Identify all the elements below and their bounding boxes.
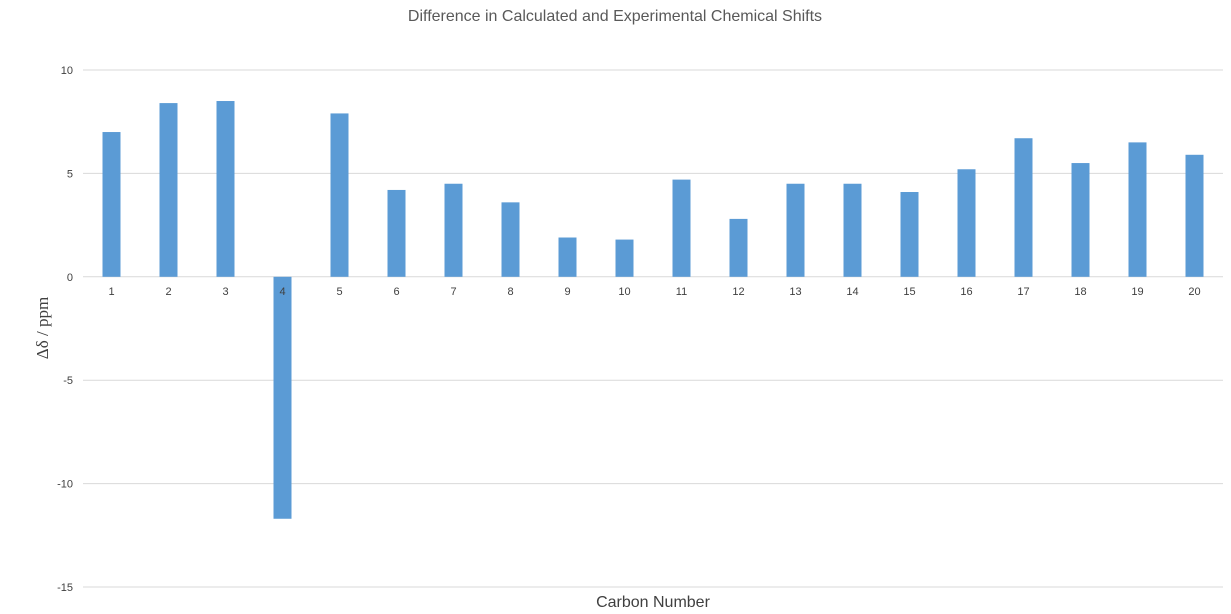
bar (1014, 138, 1033, 277)
x-tick-label: 17 (1017, 286, 1029, 298)
bar (900, 192, 919, 277)
y-axis-ticks: -15 -10 -5 0 5 10 (57, 65, 73, 594)
bars (102, 101, 1204, 519)
x-axis-title: Carbon Number (596, 594, 711, 611)
bar (786, 183, 805, 277)
bar (729, 218, 748, 277)
bar (615, 239, 634, 277)
y-axis-title: Δδ / ppm (33, 297, 52, 359)
x-tick-label: 2 (165, 286, 171, 298)
x-tick-label: 10 (618, 286, 630, 298)
x-tick-label: 3 (222, 286, 228, 298)
bar (273, 276, 292, 519)
x-tick-label: 6 (393, 286, 399, 298)
y-tick-label: 0 (67, 272, 73, 284)
x-tick-label: 11 (676, 286, 687, 298)
bar (330, 113, 349, 277)
x-tick-label: 12 (732, 286, 744, 298)
bar (672, 179, 691, 277)
y-tick-label: 10 (61, 65, 73, 77)
x-tick-label: 9 (564, 286, 570, 298)
x-tick-label: 16 (960, 286, 972, 298)
y-tick-label: -15 (57, 582, 73, 594)
x-tick-label: 19 (1131, 286, 1143, 298)
bar (444, 183, 463, 277)
x-tick-label: 4 (279, 286, 285, 298)
bar (1128, 142, 1147, 277)
bar (558, 237, 577, 277)
bar (387, 189, 406, 277)
bar (216, 101, 235, 277)
y-tick-label: 5 (67, 168, 73, 180)
x-tick-label: 5 (336, 286, 342, 298)
chart-title: Difference in Calculated and Experimenta… (408, 8, 822, 25)
x-tick-label: 15 (903, 286, 915, 298)
bar (102, 132, 121, 277)
bar (1071, 163, 1090, 277)
bar (501, 202, 520, 277)
x-tick-label: 13 (789, 286, 801, 298)
bar (1185, 154, 1204, 277)
x-tick-label: 20 (1188, 286, 1200, 298)
bar (843, 183, 862, 277)
x-tick-label: 7 (450, 286, 456, 298)
x-tick-label: 14 (846, 286, 858, 298)
bar (957, 169, 976, 277)
x-tick-label: 18 (1074, 286, 1086, 298)
y-tick-label: -5 (63, 375, 73, 387)
x-tick-label: 8 (507, 286, 513, 298)
bar (159, 103, 178, 277)
gridlines (83, 69, 1223, 588)
x-axis-ticks: 1 2 3 4 5 6 7 8 9 10 11 12 13 14 15 16 17 18 19 20 (108, 286, 1200, 298)
y-tick-label: -10 (57, 479, 73, 491)
x-tick-label: 1 (108, 286, 114, 298)
